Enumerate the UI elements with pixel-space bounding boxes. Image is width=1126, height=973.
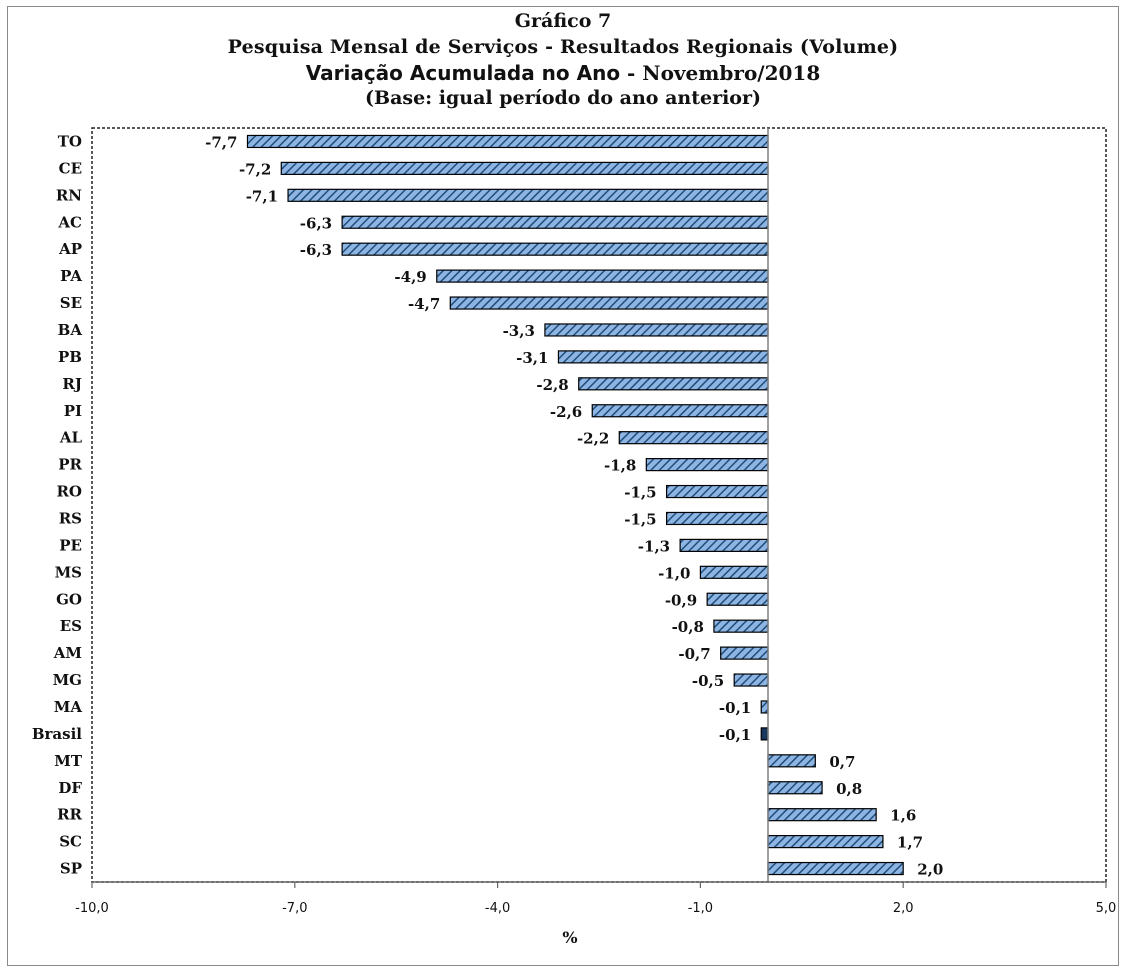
bar-pe	[679, 538, 769, 552]
category-label-ro: RO	[56, 483, 82, 501]
value-label-es: -0,8	[672, 618, 704, 636]
category-label-pr: PR	[58, 456, 82, 474]
chart-subtitle-2: Variação Acumulada no Ano - Novembro/201…	[0, 61, 1126, 85]
chart-title: Gráfico 7	[514, 10, 612, 32]
bar-df	[767, 781, 823, 795]
category-label-pb: PB	[58, 348, 82, 366]
bar-pa	[436, 269, 769, 283]
category-label-rn: RN	[56, 186, 82, 204]
bar-sp	[767, 861, 904, 876]
bar-pr	[645, 458, 769, 472]
chart-subtitle-1: Pesquisa Mensal de Serviços - Resultados…	[227, 36, 899, 58]
category-label-pi: PI	[64, 402, 82, 420]
category-label-to: TO	[58, 132, 82, 150]
category-label-brasil: Brasil	[32, 725, 82, 743]
bar-to	[246, 134, 769, 149]
category-label-ms: MS	[55, 563, 82, 581]
bar-rr	[767, 808, 877, 822]
value-label-mt: 0,7	[829, 753, 855, 771]
value-label-pr: -1,8	[604, 457, 636, 475]
value-label-se: -4,7	[408, 295, 440, 313]
value-label-rr: 1,6	[890, 807, 916, 825]
value-label-pb: -3,1	[516, 349, 548, 367]
bar-mt	[767, 754, 816, 768]
category-label-mt: MT	[54, 752, 83, 770]
bar-ac	[341, 215, 769, 229]
value-label-am: -0,7	[678, 645, 710, 663]
x-tick-label: 5,0	[1096, 901, 1117, 916]
category-label-pa: PA	[60, 267, 82, 285]
category-label-al: AL	[59, 429, 83, 447]
value-label-ro: -1,5	[624, 484, 656, 502]
category-label-am: AM	[53, 644, 82, 662]
value-label-sp: 2,0	[917, 861, 943, 879]
bar-pi	[591, 404, 769, 418]
category-label-go: GO	[56, 590, 82, 608]
category-label-rr: RR	[57, 806, 82, 824]
value-label-pe: -1,3	[638, 537, 670, 555]
bar-se	[449, 296, 769, 310]
value-label-al: -2,2	[577, 430, 609, 448]
bar-rn	[287, 188, 769, 202]
bar-go	[706, 592, 769, 606]
value-label-brasil: -0,1	[719, 726, 751, 744]
x-tick-label: -10,0	[75, 901, 109, 916]
value-label-df: 0,8	[836, 780, 862, 798]
bar-es	[713, 619, 769, 633]
category-label-es: ES	[60, 617, 82, 635]
category-label-df: DF	[58, 779, 82, 797]
x-axis-title: %	[562, 928, 577, 947]
category-label-rj: RJ	[62, 375, 82, 393]
bar-ce	[280, 161, 769, 175]
value-label-ba: -3,3	[503, 322, 535, 340]
bar-ap	[341, 242, 769, 256]
x-tick-label: 2,0	[893, 901, 914, 916]
category-label-ma: MA	[54, 698, 83, 716]
value-label-go: -0,9	[665, 591, 697, 609]
chart-subtitle-2b: - Novembro/2018	[620, 61, 821, 85]
value-label-ap: -6,3	[300, 241, 332, 259]
value-label-sc: 1,7	[897, 834, 923, 852]
bar-al	[618, 431, 769, 445]
value-label-ms: -1,0	[658, 564, 690, 582]
category-label-ba: BA	[58, 321, 83, 339]
bar-ba	[544, 323, 769, 337]
bar-brasil	[760, 727, 769, 741]
category-label-ap: AP	[58, 240, 82, 258]
category-label-ce: CE	[59, 159, 82, 177]
value-label-ma: -0,1	[719, 699, 751, 717]
value-label-pa: -4,9	[394, 268, 426, 286]
bar-ro	[665, 484, 769, 499]
bar-rs	[665, 511, 769, 526]
bar-rj	[578, 377, 769, 391]
plot-area-border	[91, 127, 1107, 883]
bar-pb	[557, 350, 769, 364]
bar-mg	[733, 673, 769, 687]
category-label-mg: MG	[53, 671, 82, 689]
value-label-rn: -7,1	[246, 187, 278, 205]
category-label-rs: RS	[59, 509, 82, 527]
bar-am	[720, 646, 769, 660]
category-label-sp: SP	[60, 860, 82, 878]
x-tick-label: -1,0	[688, 901, 713, 916]
chart-subtitle-3: (Base: igual período do ano anterior)	[365, 87, 761, 109]
chart-subtitle-2a: Variação Acumulada no Ano	[305, 61, 621, 85]
category-label-pe: PE	[59, 536, 82, 554]
x-tick-label: -4,0	[485, 901, 510, 916]
value-label-to: -7,7	[205, 133, 237, 151]
category-label-ac: AC	[57, 213, 82, 231]
x-tick-label: -7,0	[282, 901, 307, 916]
bar-ms	[699, 565, 769, 579]
value-label-mg: -0,5	[692, 672, 724, 690]
bar-ma	[760, 700, 769, 714]
bar-sc	[767, 835, 884, 849]
category-label-sc: SC	[59, 833, 82, 851]
value-label-rj: -2,8	[536, 376, 568, 394]
value-label-ce: -7,2	[239, 160, 271, 178]
category-label-se: SE	[60, 294, 82, 312]
value-label-ac: -6,3	[300, 214, 332, 232]
value-label-rs: -1,5	[624, 510, 656, 528]
value-label-pi: -2,6	[550, 403, 582, 421]
